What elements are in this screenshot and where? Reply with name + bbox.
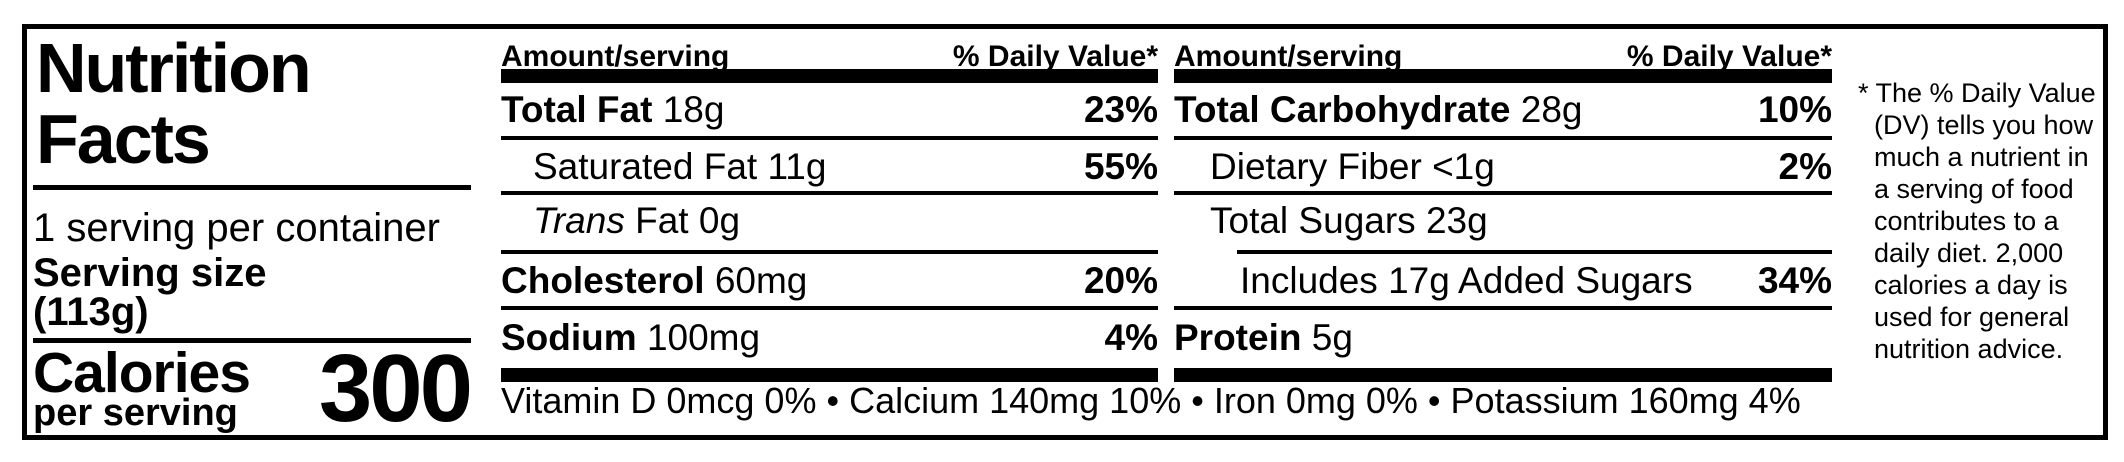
daily-value: 4% bbox=[1104, 317, 1158, 358]
header-bar bbox=[501, 69, 1158, 83]
nutrient-name: Includes 17g Added Sugars bbox=[1240, 260, 1693, 301]
nutrient-column-1: Amount/serving % Daily Value* Total Fat … bbox=[501, 0, 1158, 440]
nutrient-name: Saturated Fat bbox=[533, 146, 758, 187]
header-amount-serving: Amount/serving bbox=[501, 40, 730, 73]
calories-label: Calories bbox=[33, 341, 251, 405]
daily-value-footnote: * The % Daily Value (DV) tells you how m… bbox=[1858, 78, 2096, 364]
nutrient-amount: Fat 0g bbox=[635, 200, 741, 241]
nutrient-column-2: Amount/serving % Daily Value* Total Carb… bbox=[1174, 0, 1832, 440]
daily-value: 55% bbox=[1083, 146, 1158, 187]
nutrient-amount: 11g bbox=[767, 146, 827, 187]
nutrient-amount: 100mg bbox=[646, 317, 761, 358]
row-divider bbox=[1237, 250, 1832, 254]
daily-value: 2% bbox=[1778, 146, 1832, 187]
header-amount-serving: Amount/serving bbox=[1174, 40, 1403, 73]
nutrient-row-dietary-fiber: Dietary Fiber <1g 2% bbox=[1174, 148, 1832, 185]
nutrient-name: Trans bbox=[533, 200, 625, 241]
row-divider bbox=[501, 136, 1158, 140]
nutrient-name: Protein bbox=[1174, 317, 1302, 358]
row-divider bbox=[1174, 191, 1832, 195]
nutrient-row-sodium: Sodium 100mg 4% bbox=[501, 319, 1158, 356]
nutrient-amount: 23g bbox=[1425, 200, 1488, 241]
nutrient-amount: 18g bbox=[662, 89, 725, 130]
row-divider bbox=[501, 191, 1158, 195]
nutrient-name: Total Carbohydrate bbox=[1174, 89, 1511, 130]
nutrient-amount: 28g bbox=[1520, 89, 1583, 130]
footer-bar bbox=[1174, 368, 1832, 382]
row-divider bbox=[501, 250, 1158, 254]
row-divider bbox=[1174, 306, 1832, 310]
servings-per-container: 1 serving per container bbox=[33, 206, 440, 250]
title-divider bbox=[33, 185, 471, 190]
footer-bar bbox=[501, 368, 1158, 382]
serving-size-label: Serving size bbox=[33, 251, 267, 295]
label-title: Nutrition Facts bbox=[36, 29, 312, 178]
nutrient-name: Dietary Fiber bbox=[1210, 146, 1422, 187]
header-daily-value: % Daily Value* bbox=[1626, 40, 1832, 73]
nutrient-name: Sodium bbox=[501, 317, 637, 358]
calories-value: 300 bbox=[318, 335, 473, 442]
nutrient-amount: 60mg bbox=[714, 260, 808, 301]
header-daily-value: % Daily Value* bbox=[952, 40, 1158, 73]
nutrient-row-total-sugars: Total Sugars 23g bbox=[1174, 202, 1832, 239]
column-header: Amount/serving % Daily Value* bbox=[1174, 40, 1832, 74]
nutrient-row-saturated-fat: Saturated Fat 11g 55% bbox=[501, 148, 1158, 185]
daily-value: 23% bbox=[1083, 89, 1158, 130]
serving-size-value: (113g) bbox=[33, 290, 149, 334]
calories-divider bbox=[33, 338, 471, 343]
nutrient-amount: <1g bbox=[1432, 146, 1495, 187]
nutrient-row-total-fat: Total Fat 18g 23% bbox=[501, 91, 1158, 128]
label-border bbox=[22, 24, 2108, 440]
row-divider bbox=[501, 306, 1158, 310]
nutrient-name: Total Fat bbox=[501, 89, 653, 130]
nutrient-row-protein: Protein 5g bbox=[1174, 319, 1832, 356]
nutrient-row-added-sugars: Includes 17g Added Sugars 34% bbox=[1174, 262, 1832, 299]
header-bar bbox=[1174, 69, 1832, 83]
daily-value: 34% bbox=[1757, 260, 1832, 301]
nutrient-name: Cholesterol bbox=[501, 260, 705, 301]
nutrient-row-total-carbohydrate: Total Carbohydrate 28g 10% bbox=[1174, 91, 1832, 128]
micronutrients-row: Vitamin D 0mcg 0% • Calcium 140mg 10% • … bbox=[501, 380, 1801, 421]
daily-value: 20% bbox=[1083, 260, 1158, 301]
row-divider bbox=[1174, 136, 1832, 140]
column-header: Amount/serving % Daily Value* bbox=[501, 40, 1158, 74]
nutrient-row-cholesterol: Cholesterol 60mg 20% bbox=[501, 262, 1158, 299]
nutrient-name: Total Sugars bbox=[1210, 200, 1416, 241]
calories-sublabel: per serving bbox=[33, 392, 238, 434]
nutrient-row-trans-fat: Trans Fat 0g bbox=[501, 202, 1158, 239]
nutrient-amount: 5g bbox=[1311, 317, 1353, 358]
daily-value: 10% bbox=[1757, 89, 1832, 130]
